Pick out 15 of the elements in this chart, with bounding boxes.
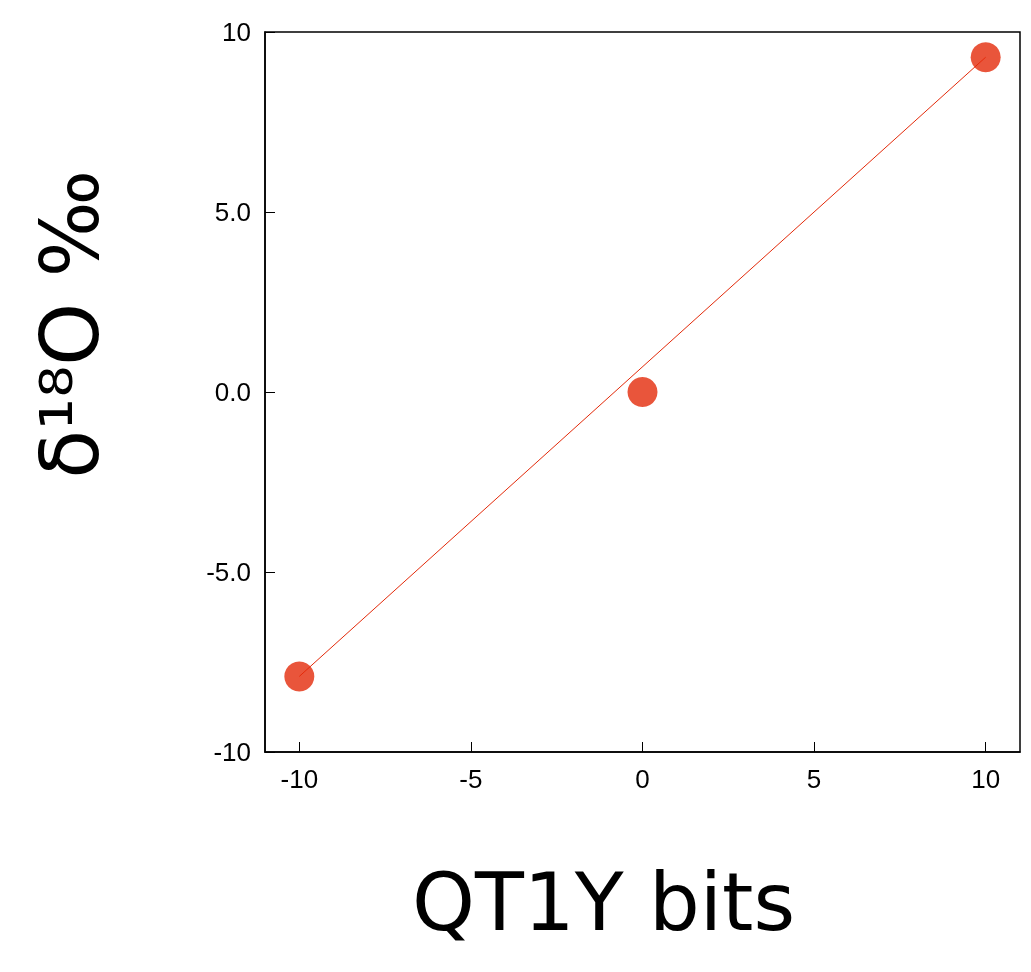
y-tick-label: 0.0	[214, 377, 251, 407]
x-tick-label: 5	[806, 764, 822, 794]
x-tick-label: -10	[280, 764, 319, 794]
y-tick-label: 10	[222, 17, 251, 47]
point	[627, 377, 658, 407]
point	[284, 661, 315, 692]
y-tick-label: 5.0	[214, 197, 251, 227]
y-tick-label: -10	[213, 737, 251, 767]
x-tick-label: 0	[635, 764, 650, 794]
x-tick-label: -5	[459, 764, 483, 794]
y-axis-title: δ¹⁸O ‰	[23, 170, 117, 479]
x-axis-title: QT1Y bits	[412, 855, 796, 949]
x-tick-label: 10	[971, 764, 1001, 794]
y-tick-label: -5.0	[206, 557, 251, 587]
point	[970, 42, 1001, 73]
